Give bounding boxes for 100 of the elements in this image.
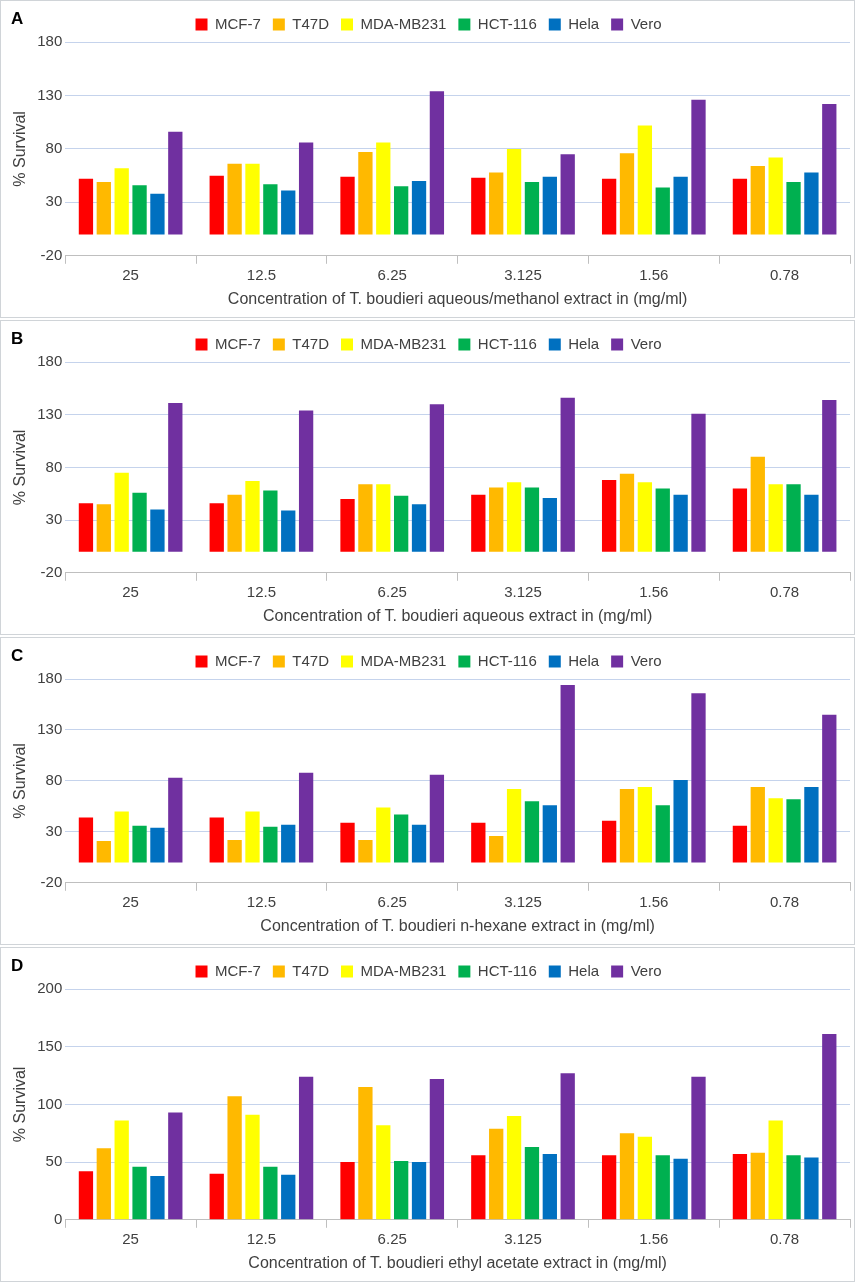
bar [429, 91, 445, 235]
bar [411, 824, 427, 863]
bar [209, 175, 224, 235]
legend-label: MCF-7 [215, 651, 261, 669]
x-tick-label: 6.25 [377, 1229, 407, 1247]
bar [691, 693, 706, 863]
bar [804, 787, 819, 863]
y-tick-label: 30 [45, 821, 63, 839]
bar [429, 1079, 445, 1220]
bar [411, 180, 427, 235]
x-tick-label: 25 [122, 582, 139, 600]
bar [132, 492, 147, 552]
x-tick-label: 6.25 [377, 265, 407, 283]
bar [542, 497, 557, 552]
bar [78, 817, 94, 863]
bar [489, 487, 504, 552]
bar [560, 397, 575, 552]
bar [768, 484, 783, 552]
bar [281, 824, 296, 863]
x-tick-label: 0.78 [770, 265, 800, 283]
bar [750, 1152, 765, 1220]
bar [691, 99, 706, 235]
bar [114, 1120, 129, 1220]
legend-label: MDA-MB231 [360, 334, 447, 352]
bar [655, 805, 670, 863]
y-tick-label: 30 [45, 192, 63, 210]
bar [471, 822, 486, 863]
bar [376, 142, 391, 235]
bar [394, 814, 409, 863]
bar [168, 777, 183, 863]
bar [542, 1154, 557, 1220]
bar [786, 182, 801, 235]
legend-label: MDA-MB231 [360, 651, 447, 669]
bar [376, 807, 391, 863]
bar [394, 1160, 409, 1220]
bar [298, 772, 314, 863]
bar [732, 1154, 748, 1220]
x-tick-label: 6.25 [377, 892, 407, 910]
bar [209, 817, 224, 863]
legend-label: Hela [568, 961, 600, 979]
bar [786, 484, 801, 552]
bar [786, 799, 801, 863]
bar [114, 472, 129, 552]
bar [768, 798, 783, 863]
bar [96, 841, 111, 863]
y-axis-title: % Survival [11, 1066, 29, 1143]
x-tick-label: 12.5 [246, 265, 277, 283]
y-tick-label: 50 [45, 1152, 63, 1170]
bar [340, 499, 355, 552]
legend-label: HCT-116 [477, 651, 537, 669]
bar [78, 503, 94, 552]
x-tick-label: 3.125 [504, 1229, 542, 1247]
bar [601, 1155, 617, 1220]
bar [96, 1148, 111, 1220]
bar [132, 1166, 147, 1220]
legend-label: MCF-7 [215, 14, 261, 32]
bar [732, 825, 748, 863]
bar [227, 840, 242, 863]
chart-title: B [11, 329, 24, 349]
bar [150, 193, 165, 235]
bar [637, 482, 653, 552]
x-tick-label: 0.78 [770, 1229, 800, 1247]
x-tick-label: 25 [122, 892, 139, 910]
bar [96, 182, 111, 235]
bar [601, 178, 617, 235]
bar [560, 154, 575, 235]
bar [673, 1158, 688, 1220]
bar [358, 484, 373, 552]
y-tick-label: 130 [37, 404, 63, 422]
bar [768, 1120, 783, 1220]
bar [673, 779, 688, 863]
legend-label: Vero [630, 334, 662, 352]
bar [245, 163, 260, 235]
legend-label: Vero [630, 961, 662, 979]
y-tick-label: 100 [37, 1094, 63, 1112]
bar [209, 1173, 224, 1220]
bar [281, 510, 296, 552]
bar [150, 827, 165, 863]
y-tick-label: 80 [45, 139, 63, 157]
bar [524, 1147, 540, 1220]
bar [281, 1174, 296, 1220]
bar [655, 488, 670, 552]
x-tick-label: 12.5 [246, 582, 277, 600]
x-tick-label: 12.5 [246, 892, 277, 910]
x-axis-title: Concentration of T. boudieri aqueous/methanol extract in (mg/ml) [227, 289, 688, 307]
bar [524, 487, 540, 552]
x-tick-label: 3.125 [504, 582, 542, 600]
bar [227, 1096, 242, 1220]
bar [245, 811, 260, 863]
legend-label: MDA-MB231 [360, 14, 447, 32]
legend-label: MCF-7 [215, 961, 261, 979]
bar [168, 403, 183, 552]
bar [227, 163, 242, 235]
bar [673, 494, 688, 552]
y-tick-label: -20 [40, 562, 63, 580]
bar [506, 482, 522, 552]
bar [78, 178, 94, 235]
bar [637, 125, 653, 235]
bar [804, 494, 819, 552]
y-tick-label: -20 [40, 872, 63, 890]
